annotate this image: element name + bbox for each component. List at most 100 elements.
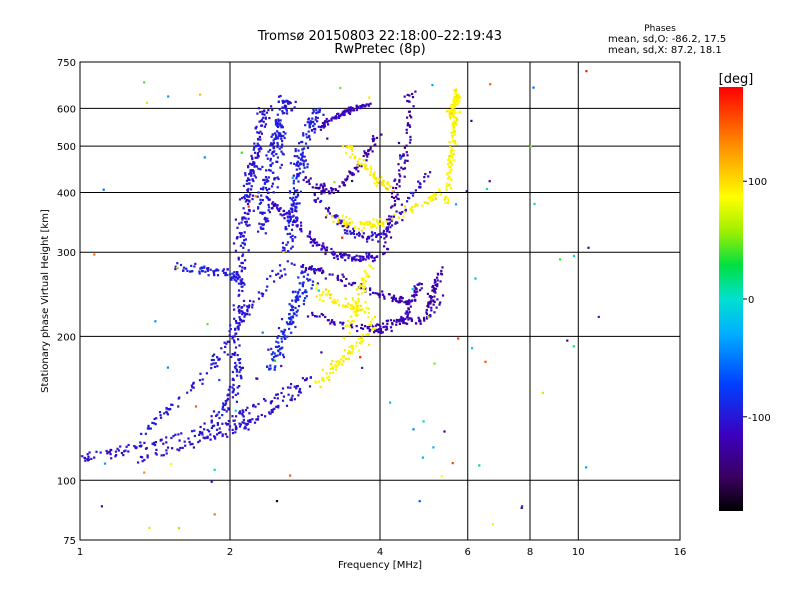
data-point	[288, 209, 291, 213]
data-point	[224, 271, 227, 274]
data-point	[236, 271, 239, 274]
data-point	[347, 319, 350, 322]
data-point	[137, 461, 140, 464]
data-point	[491, 523, 494, 526]
data-point	[430, 309, 433, 312]
data-point	[141, 460, 144, 463]
data-point	[248, 173, 251, 176]
data-point	[182, 269, 185, 272]
data-point	[296, 384, 299, 388]
data-point	[242, 246, 245, 249]
data-point	[177, 397, 180, 400]
data-point	[368, 223, 371, 226]
data-point	[389, 401, 392, 404]
data-point	[330, 362, 333, 366]
data-point	[322, 271, 325, 274]
data-point	[277, 137, 280, 140]
data-point	[282, 100, 285, 103]
data-point	[288, 327, 291, 330]
data-point	[331, 300, 334, 303]
data-point	[345, 152, 348, 155]
data-point	[248, 209, 251, 212]
data-point	[234, 425, 238, 428]
data-point	[353, 320, 356, 323]
data-point	[251, 198, 254, 201]
data-point	[341, 236, 344, 239]
y-tick-label: 400	[57, 188, 76, 199]
data-point	[221, 414, 224, 417]
data-point	[288, 191, 292, 194]
data-point	[83, 457, 86, 460]
data-point	[294, 196, 298, 199]
data-point	[279, 134, 282, 137]
data-point	[396, 193, 399, 196]
data-point	[205, 372, 208, 375]
data-point	[244, 194, 247, 197]
data-point	[367, 153, 370, 156]
data-point	[411, 206, 414, 209]
data-point	[179, 446, 182, 450]
data-point	[201, 433, 204, 436]
data-point	[382, 233, 385, 236]
data-point	[215, 269, 218, 272]
data-point	[248, 224, 251, 227]
data-point	[279, 122, 282, 125]
data-point	[279, 124, 282, 127]
data-point	[201, 382, 204, 385]
data-point	[320, 192, 323, 195]
data-point	[249, 418, 252, 422]
data-point	[355, 344, 358, 347]
data-point	[456, 97, 459, 100]
data-point	[278, 134, 281, 137]
data-point	[242, 234, 245, 237]
data-point	[409, 135, 412, 138]
data-point	[267, 168, 271, 172]
data-point	[322, 113, 325, 116]
data-point	[268, 117, 271, 120]
data-point	[407, 318, 410, 321]
data-point	[330, 293, 333, 296]
data-point	[367, 103, 370, 106]
data-point	[370, 254, 373, 258]
data-point	[238, 198, 242, 201]
data-point	[439, 301, 442, 304]
data-point	[295, 216, 298, 220]
data-point	[305, 133, 308, 136]
data-point	[242, 207, 245, 210]
data-point	[318, 186, 321, 189]
data-point	[296, 162, 299, 165]
data-point	[283, 268, 286, 271]
data-point	[231, 428, 234, 431]
data-point	[357, 231, 361, 234]
data-point	[355, 168, 358, 171]
data-point	[336, 257, 339, 261]
data-point	[81, 455, 84, 458]
data-point	[453, 111, 456, 114]
data-point	[398, 211, 401, 214]
data-point	[239, 233, 242, 236]
data-point	[347, 106, 350, 109]
data-point	[289, 101, 292, 105]
data-point	[311, 283, 314, 287]
data-point	[451, 462, 454, 465]
data-point	[297, 174, 300, 177]
data-point	[251, 194, 255, 197]
data-point	[284, 273, 287, 276]
data-point	[301, 282, 304, 285]
data-point	[257, 415, 260, 418]
data-point	[320, 190, 323, 193]
data-point	[294, 190, 297, 193]
data-point	[276, 145, 279, 149]
data-point	[344, 253, 347, 256]
data-point	[408, 110, 411, 113]
data-point	[355, 288, 358, 291]
data-point	[298, 167, 301, 170]
data-point	[396, 300, 399, 303]
y-tick-label: 300	[57, 248, 76, 259]
data-point	[259, 201, 263, 204]
data-point	[398, 178, 401, 182]
data-point	[336, 274, 339, 277]
data-point	[277, 131, 280, 135]
x-tick-label: 2	[227, 547, 233, 558]
data-point	[390, 206, 393, 209]
